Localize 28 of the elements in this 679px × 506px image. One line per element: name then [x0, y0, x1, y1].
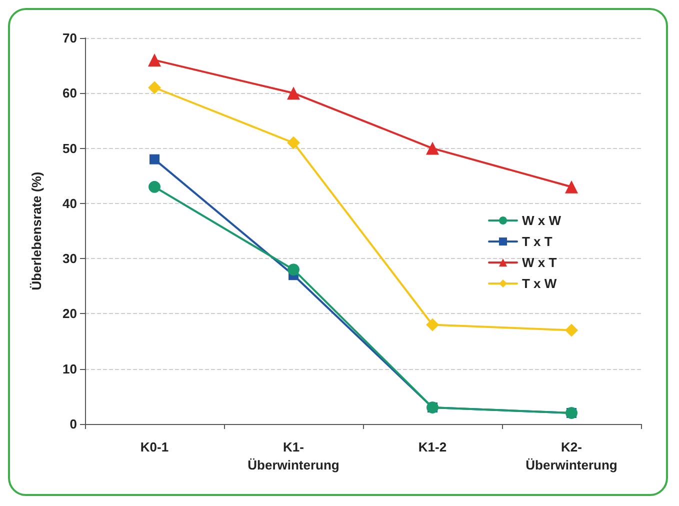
legend-label: W x W — [522, 213, 562, 228]
y-tick-label: 60 — [62, 86, 77, 101]
y-tick-label: 30 — [62, 251, 77, 266]
point — [287, 136, 300, 150]
point — [565, 324, 578, 337]
point — [426, 318, 439, 332]
y-tick-label: 0 — [70, 416, 77, 432]
x-tick-label: K0-1 — [140, 440, 169, 454]
point — [288, 264, 300, 276]
y-tick-label: 50 — [62, 140, 77, 156]
point — [426, 142, 439, 155]
point — [287, 86, 300, 100]
y-tick-label: 20 — [62, 306, 77, 322]
legend-label: W x T — [522, 255, 557, 270]
point — [148, 54, 161, 67]
y-tick-label: 40 — [62, 196, 77, 211]
point — [148, 180, 160, 193]
legend-label: T x T — [522, 234, 552, 249]
point — [150, 154, 160, 164]
y-tick-label: 10 — [62, 361, 77, 376]
x-tick-label: K1-2 — [418, 440, 447, 454]
y-tick-label: 70 — [62, 30, 77, 46]
x-tick-label: K1- Überwinterung — [248, 440, 340, 472]
point — [565, 180, 578, 194]
point — [148, 81, 161, 94]
x-tick-label: K2- Überwinterung — [526, 440, 618, 472]
legend-label: T x W — [522, 276, 558, 291]
y-axis-title: Überlebensrate (%) — [29, 172, 44, 290]
